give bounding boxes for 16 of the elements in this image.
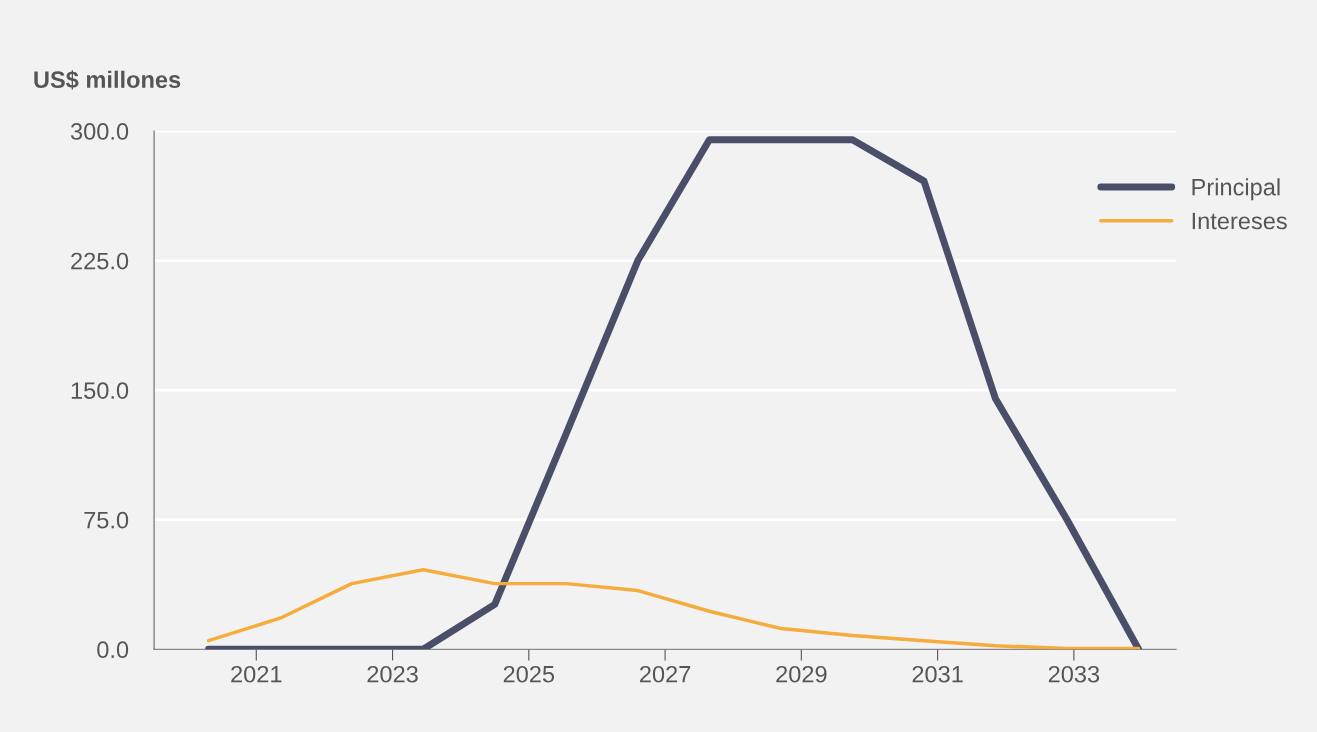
legend-label: Intereses bbox=[1192, 212, 1287, 230]
legend-label: Principal bbox=[1192, 178, 1280, 201]
y-axis-title: US$ millones bbox=[34, 70, 181, 90]
x-tick-label: 2027 bbox=[640, 665, 691, 683]
y-tick-label: 0.0 bbox=[97, 641, 129, 659]
x-tick-label: 2031 bbox=[912, 665, 963, 683]
line-series bbox=[206, 568, 1141, 650]
x-tick-label: 2023 bbox=[367, 665, 418, 683]
x-tick-label: 2029 bbox=[776, 665, 827, 683]
y-tick-label: 150.0 bbox=[71, 382, 129, 399]
x-tick-label: 2025 bbox=[503, 665, 555, 683]
y-tick-label: 75.0 bbox=[84, 511, 129, 529]
x-tick-label: 2033 bbox=[1048, 665, 1100, 683]
y-tick-label: 300.0 bbox=[70, 123, 129, 140]
x-tick-label: 2021 bbox=[231, 665, 282, 683]
y-tick-label: 225.0 bbox=[71, 252, 129, 270]
